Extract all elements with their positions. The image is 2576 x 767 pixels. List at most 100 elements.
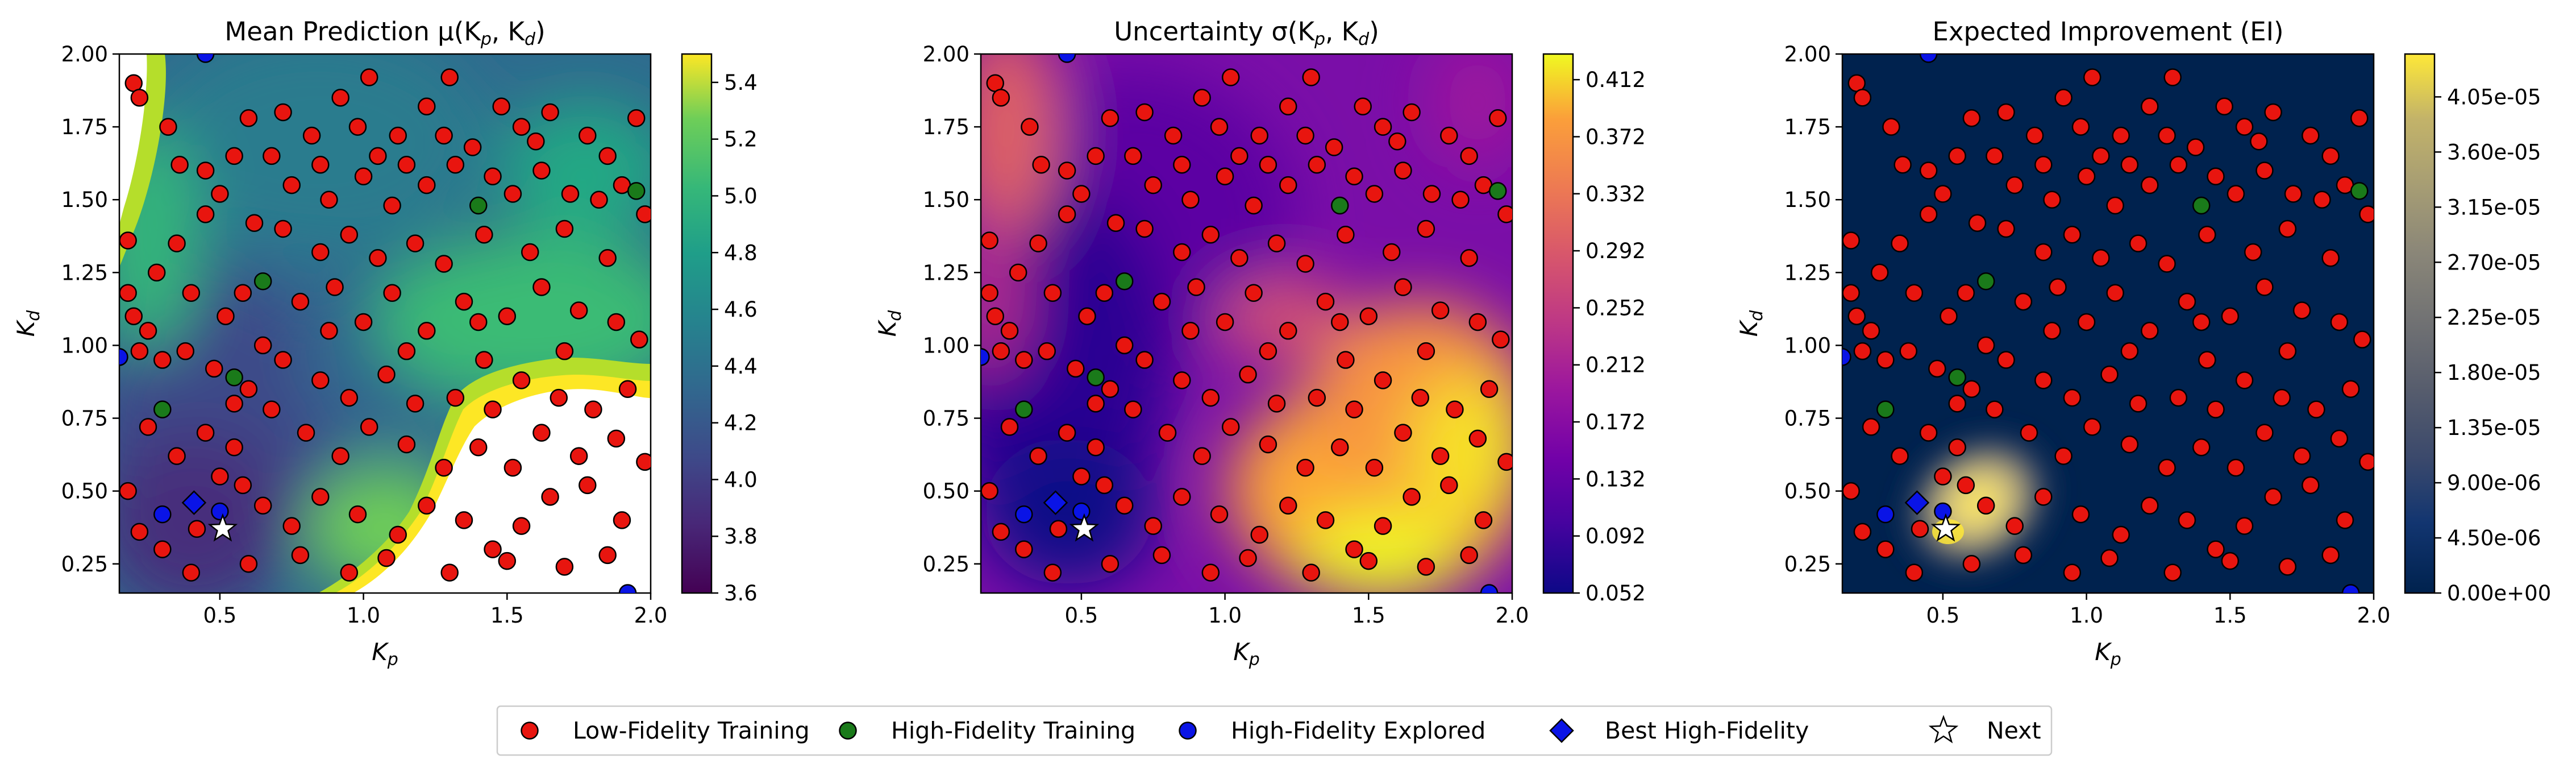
low-fidelity-point bbox=[1230, 248, 1249, 267]
low-fidelity-point bbox=[1934, 467, 1952, 486]
low-fidelity-point bbox=[320, 190, 338, 209]
low-fidelity-point bbox=[1374, 371, 1392, 389]
low-fidelity-point bbox=[435, 255, 453, 273]
low-fidelity-point bbox=[503, 185, 522, 203]
low-fidelity-point bbox=[498, 552, 517, 570]
low-fidelity-point bbox=[579, 476, 597, 495]
low-fidelity-point bbox=[636, 453, 651, 471]
low-fidelity-point bbox=[1842, 231, 1860, 250]
low-fidelity-point bbox=[331, 89, 349, 107]
x-axis-label-sub: p bbox=[1249, 650, 1260, 670]
low-fidelity-point bbox=[2207, 400, 2225, 418]
low-fidelity-point bbox=[475, 225, 493, 244]
low-fidelity-point bbox=[168, 234, 186, 252]
low-fidelity-point bbox=[992, 342, 1010, 360]
low-fidelity-point bbox=[168, 447, 186, 465]
low-fidelity-point bbox=[1135, 103, 1154, 122]
colorbar-tick-label: 4.0 bbox=[724, 467, 758, 492]
low-fidelity-point bbox=[119, 284, 137, 302]
low-fidelity-point bbox=[2215, 97, 2233, 115]
legend: Low-Fidelity Training High-Fidelity Train… bbox=[496, 705, 2053, 756]
low-fidelity-point bbox=[1337, 351, 1355, 369]
low-fidelity-point bbox=[440, 68, 459, 86]
y-tick-label: 1.00 bbox=[1784, 333, 1831, 358]
y-tick-label: 1.75 bbox=[923, 115, 969, 139]
low-fidelity-point bbox=[2054, 447, 2073, 465]
colorbar-tick-label: 5.0 bbox=[724, 184, 758, 208]
high-fidelity-training-point bbox=[1876, 400, 1895, 418]
low-fidelity-point bbox=[418, 496, 436, 515]
low-fidelity-point bbox=[1451, 190, 1470, 209]
low-fidelity-point bbox=[618, 380, 637, 399]
low-fidelity-point bbox=[2043, 322, 2061, 340]
panel-title-title-sub1: p bbox=[480, 30, 492, 49]
x-axis-label-sub: p bbox=[2110, 650, 2121, 670]
panel-title-title-end: ) bbox=[1369, 16, 1379, 47]
low-fidelity-point bbox=[636, 205, 651, 223]
low-fidelity-point bbox=[1049, 520, 1068, 538]
low-fidelity-point bbox=[2278, 219, 2297, 238]
low-fidelity-point bbox=[992, 89, 1010, 107]
low-fidelity-point bbox=[1152, 546, 1171, 565]
low-fidelity-point bbox=[2063, 388, 2082, 407]
low-fidelity-point bbox=[532, 161, 551, 180]
colorbar-tick-label: 0.212 bbox=[1585, 353, 1646, 378]
low-fidelity-point bbox=[1934, 185, 1952, 203]
low-fidelity-point bbox=[1181, 190, 1200, 209]
low-fidelity-point bbox=[2158, 255, 2176, 273]
low-fidelity-point bbox=[1417, 219, 1435, 238]
low-fidelity-point bbox=[2227, 458, 2245, 477]
legend-label: Low-Fidelity Training bbox=[573, 717, 810, 744]
low-fidelity-point bbox=[598, 147, 617, 165]
low-fidelity-point bbox=[1216, 313, 1234, 331]
y-tick-label: 0.50 bbox=[61, 479, 108, 504]
colorbar-tick-label: 9.00e-06 bbox=[2447, 471, 2541, 495]
low-fidelity-point bbox=[627, 109, 646, 127]
low-fidelity-point bbox=[297, 424, 315, 442]
low-fidelity-point bbox=[986, 307, 1005, 325]
low-fidelity-point bbox=[2235, 517, 2254, 535]
low-fidelity-point bbox=[1480, 380, 1499, 399]
low-fidelity-point bbox=[348, 505, 367, 524]
low-fidelity-point bbox=[2100, 365, 2119, 384]
low-fidelity-point bbox=[2129, 395, 2148, 413]
y-tick-label: 0.50 bbox=[923, 479, 969, 504]
low-fidelity-point bbox=[981, 482, 998, 500]
high-fidelity-training-point bbox=[1488, 182, 1507, 200]
low-fidelity-point bbox=[331, 447, 349, 465]
low-fidelity-point bbox=[130, 342, 149, 360]
panel-title-title-sub2: d bbox=[525, 30, 536, 49]
low-fidelity-point bbox=[1221, 68, 1240, 86]
low-fidelity-point bbox=[512, 371, 531, 389]
y-axis-label-main: K bbox=[873, 319, 901, 337]
low-fidelity-point bbox=[119, 231, 137, 250]
low-fidelity-point bbox=[354, 167, 373, 185]
low-fidelity-point bbox=[435, 458, 453, 477]
low-fidelity-point bbox=[455, 292, 473, 311]
low-fidelity-point bbox=[1101, 555, 1120, 573]
low-fidelity-point bbox=[1997, 103, 2015, 122]
colorbar-tick-label: 4.50e-06 bbox=[2447, 526, 2541, 550]
y-tick-label: 0.25 bbox=[61, 552, 108, 577]
low-fidelity-point bbox=[555, 342, 574, 360]
low-fidelity-point bbox=[2034, 371, 2053, 389]
legend-marker-circle bbox=[839, 722, 857, 740]
low-fidelity-point bbox=[1279, 176, 1297, 194]
low-fidelity-point bbox=[2207, 167, 2225, 185]
x-axis-label-main: K bbox=[2095, 638, 2112, 666]
colorbar bbox=[1542, 53, 1574, 594]
low-fidelity-point bbox=[492, 97, 510, 115]
panel-title-title-mid: , K bbox=[492, 16, 526, 47]
panel-title-title: Mean Prediction μ(K bbox=[224, 16, 481, 47]
low-fidelity-point bbox=[2330, 429, 2349, 448]
low-fidelity-point bbox=[196, 424, 215, 442]
low-fidelity-point bbox=[2071, 118, 2090, 136]
legend-label: Next bbox=[1987, 717, 2041, 744]
low-fidelity-point bbox=[1962, 109, 1981, 127]
y-axis-label: Kd bbox=[12, 310, 44, 337]
low-fidelity-point bbox=[369, 147, 387, 165]
low-fidelity-point bbox=[613, 511, 631, 529]
low-fidelity-point bbox=[1911, 520, 1929, 538]
low-fidelity-point bbox=[124, 307, 143, 325]
low-fidelity-point bbox=[1193, 447, 1211, 465]
